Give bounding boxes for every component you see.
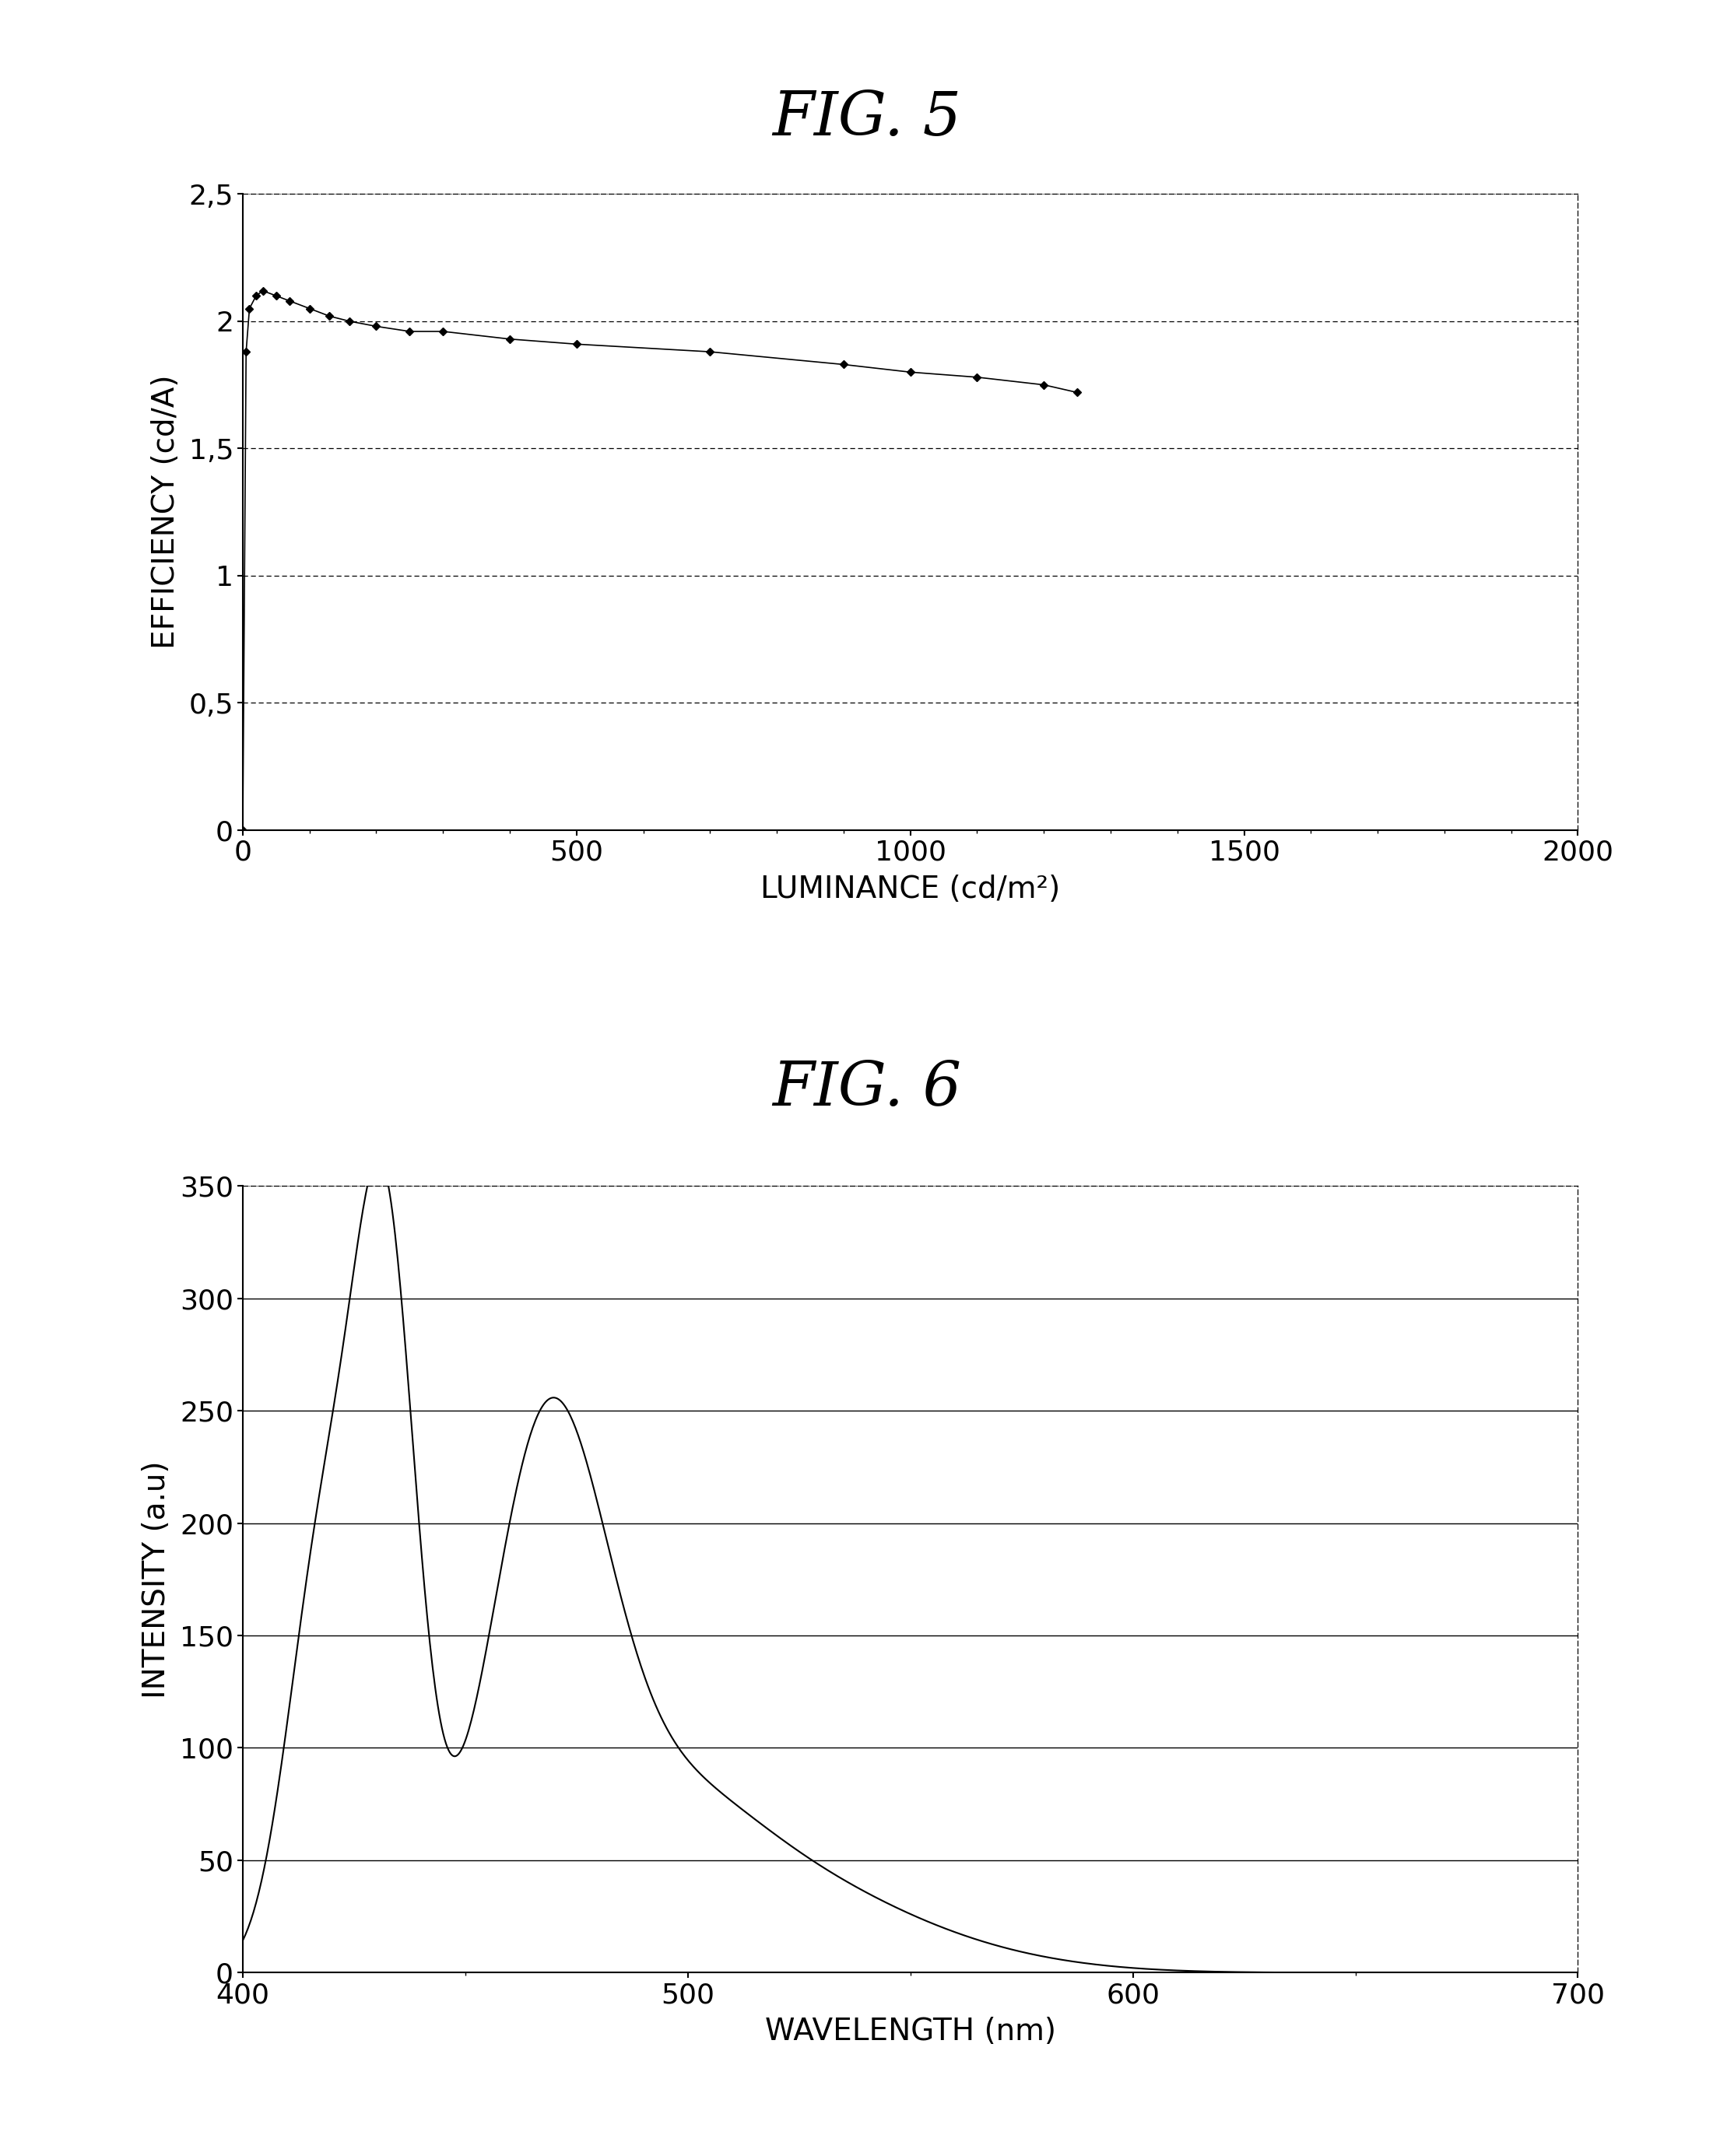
X-axis label: LUMINANCE (cd/m²): LUMINANCE (cd/m²) — [761, 875, 1059, 903]
Y-axis label: EFFICIENCY (cd/A): EFFICIENCY (cd/A) — [151, 375, 180, 649]
Text: FIG. 6: FIG. 6 — [772, 1059, 962, 1119]
Y-axis label: INTENSITY (a.u): INTENSITY (a.u) — [142, 1460, 172, 1699]
X-axis label: WAVELENGTH (nm): WAVELENGTH (nm) — [765, 2018, 1056, 2046]
Text: FIG. 5: FIG. 5 — [772, 88, 962, 149]
